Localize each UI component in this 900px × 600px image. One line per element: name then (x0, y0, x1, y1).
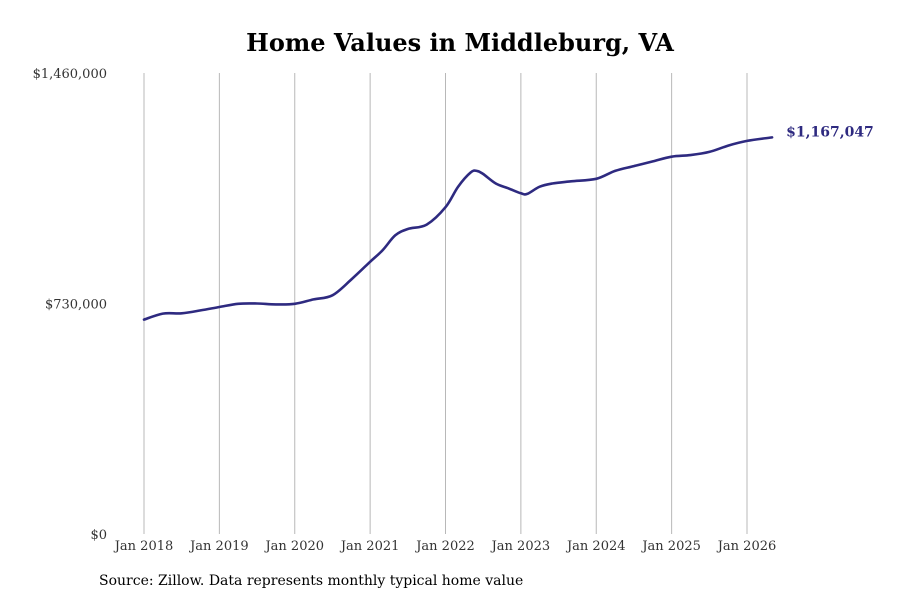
x-tick-label: Jan 2025 (640, 539, 701, 554)
x-tick-label: Jan 2026 (716, 539, 777, 554)
series-line (142, 136, 774, 321)
y-tick-label: $1,460,000 (33, 67, 107, 82)
x-tick-label: Jan 2019 (188, 539, 249, 554)
x-tick-label: Jan 2018 (113, 539, 174, 554)
chart-title: Home Values in Middleburg, VA (246, 28, 674, 57)
y-tick-label: $0 (90, 528, 107, 543)
x-tick-label: Jan 2024 (565, 539, 626, 554)
source-note: Source: Zillow. Data represents monthly … (99, 573, 524, 589)
x-tick-label: Jan 2020 (263, 539, 324, 554)
end-value-label: $1,167,047 (786, 124, 874, 140)
x-tick-label: Jan 2021 (339, 539, 400, 554)
x-tick-label: Jan 2023 (490, 539, 551, 554)
y-tick-label: $730,000 (45, 298, 107, 313)
x-tick-label: Jan 2022 (414, 539, 475, 554)
